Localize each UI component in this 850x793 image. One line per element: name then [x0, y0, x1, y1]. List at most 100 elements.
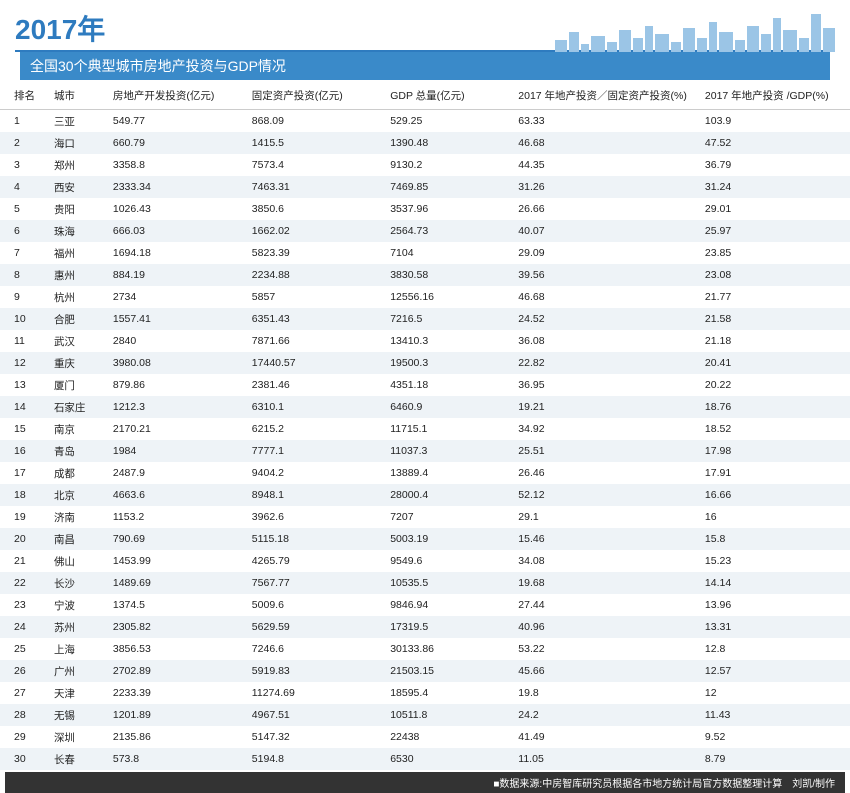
col-gdp: GDP 总量(亿元) [376, 82, 504, 110]
table-cell: 44.35 [504, 154, 691, 176]
table-cell: 13889.4 [376, 462, 504, 484]
table-cell: 790.69 [99, 528, 238, 550]
table-cell: 29.09 [504, 242, 691, 264]
table-cell: 3856.53 [99, 638, 238, 660]
table-cell: 南京 [40, 418, 99, 440]
table-cell: 6530 [376, 748, 504, 770]
table-cell: 5629.59 [238, 616, 376, 638]
table-cell: 30133.86 [376, 638, 504, 660]
skyline-decoration [555, 12, 835, 52]
table-cell: 9549.6 [376, 550, 504, 572]
table-cell: 17.91 [691, 462, 850, 484]
table-cell: 1 [0, 110, 40, 133]
table-cell: 北京 [40, 484, 99, 506]
table-cell: 7246.6 [238, 638, 376, 660]
table-cell: 杭州 [40, 286, 99, 308]
table-cell: 4967.51 [238, 704, 376, 726]
table-row: 23宁波1374.55009.69846.9427.4413.96 [0, 594, 850, 616]
table-row: 21佛山1453.994265.799549.634.0815.23 [0, 550, 850, 572]
table-row: 4西安2333.347463.317469.8531.2631.24 [0, 176, 850, 198]
table-cell: 5919.83 [238, 660, 376, 682]
table-cell: 16.66 [691, 484, 850, 506]
table-cell: 31.24 [691, 176, 850, 198]
table-cell: 17319.5 [376, 616, 504, 638]
table-cell: 884.19 [99, 264, 238, 286]
table-cell: 2170.21 [99, 418, 238, 440]
table-cell: 9846.94 [376, 594, 504, 616]
table-cell: 19 [0, 506, 40, 528]
table-cell: 13410.3 [376, 330, 504, 352]
table-cell: 武汉 [40, 330, 99, 352]
table-row: 20南昌790.695115.185003.1915.4615.8 [0, 528, 850, 550]
table-cell: 6351.43 [238, 308, 376, 330]
table-cell: 2840 [99, 330, 238, 352]
table-cell: 9404.2 [238, 462, 376, 484]
table-cell: 26.46 [504, 462, 691, 484]
table-cell: 15.8 [691, 528, 850, 550]
table-cell: 2233.39 [99, 682, 238, 704]
table-cell: 13.31 [691, 616, 850, 638]
table-cell: 5 [0, 198, 40, 220]
table-cell: 长沙 [40, 572, 99, 594]
table-cell: 14.14 [691, 572, 850, 594]
table-cell: 103.9 [691, 110, 850, 133]
col-pct-gdp: 2017 年地产投资 /GDP(%) [691, 82, 850, 110]
table-cell: 3850.6 [238, 198, 376, 220]
table-cell: 9130.2 [376, 154, 504, 176]
table-cell: 1984 [99, 440, 238, 462]
table-cell: 21.58 [691, 308, 850, 330]
table-cell: 1694.18 [99, 242, 238, 264]
table-cell: 深圳 [40, 726, 99, 748]
table-cell: 40.07 [504, 220, 691, 242]
table-cell: 1453.99 [99, 550, 238, 572]
table-cell: 28 [0, 704, 40, 726]
table-cell: 1026.43 [99, 198, 238, 220]
table-cell: 36.95 [504, 374, 691, 396]
table-cell: 8.79 [691, 748, 850, 770]
table-row: 1三亚549.77868.09529.2563.33103.9 [0, 110, 850, 133]
table-cell: 21503.15 [376, 660, 504, 682]
subtitle: 全国30个典型城市房地产投资与GDP情况 [20, 52, 830, 80]
table-cell: 宁波 [40, 594, 99, 616]
table-cell: 25.97 [691, 220, 850, 242]
table-cell: 南昌 [40, 528, 99, 550]
table-cell: 16 [0, 440, 40, 462]
table-cell: 13.96 [691, 594, 850, 616]
table-row: 8惠州884.192234.883830.5839.5623.08 [0, 264, 850, 286]
table-cell: 11.43 [691, 704, 850, 726]
table-cell: 1489.69 [99, 572, 238, 594]
table-row: 13厦门879.862381.464351.1836.9520.22 [0, 374, 850, 396]
col-pct-fixed: 2017 年地产投资／固定资产投资(%) [504, 82, 691, 110]
table-cell: 6 [0, 220, 40, 242]
table-cell: 12 [0, 352, 40, 374]
table-cell: 1153.2 [99, 506, 238, 528]
table-cell: 7871.66 [238, 330, 376, 352]
table-body: 1三亚549.77868.09529.2563.33103.92海口660.79… [0, 110, 850, 771]
table-cell: 18595.4 [376, 682, 504, 704]
table-cell: 3962.6 [238, 506, 376, 528]
table-cell: 1212.3 [99, 396, 238, 418]
table-cell: 1201.89 [99, 704, 238, 726]
table-cell: 36.08 [504, 330, 691, 352]
table-cell: 45.66 [504, 660, 691, 682]
table-cell: 2702.89 [99, 660, 238, 682]
table-cell: 2 [0, 132, 40, 154]
table-cell: 5194.8 [238, 748, 376, 770]
table-cell: 上海 [40, 638, 99, 660]
table-cell: 2305.82 [99, 616, 238, 638]
table-cell: 28000.4 [376, 484, 504, 506]
table-cell: 15 [0, 418, 40, 440]
table-cell: 7104 [376, 242, 504, 264]
table-cell: 19.68 [504, 572, 691, 594]
table-cell: 贵阳 [40, 198, 99, 220]
table-row: 19济南1153.23962.6720729.116 [0, 506, 850, 528]
table-cell: 7207 [376, 506, 504, 528]
footer-source: ■数据来源:中房智库研究员根据各市地方统计局官方数据整理计算 刘凯/制作 [5, 772, 845, 793]
table-cell: 11 [0, 330, 40, 352]
table-cell: 珠海 [40, 220, 99, 242]
table-cell: 11715.1 [376, 418, 504, 440]
table-cell: 23 [0, 594, 40, 616]
table-cell: 24.52 [504, 308, 691, 330]
table-cell: 5009.6 [238, 594, 376, 616]
table-cell: 27 [0, 682, 40, 704]
